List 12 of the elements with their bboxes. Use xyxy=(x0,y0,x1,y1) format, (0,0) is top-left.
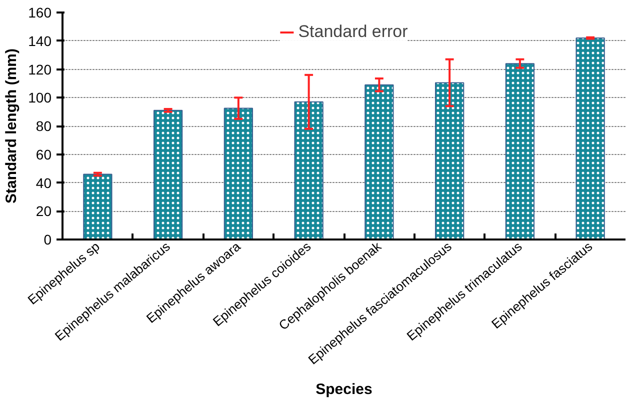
y-tick-label: 80 xyxy=(36,118,52,134)
y-tick-label: 160 xyxy=(28,4,52,20)
x-axis-title: Species xyxy=(316,381,372,398)
y-tick-label: 20 xyxy=(36,203,52,220)
y-axis-title: Standard length (mm) xyxy=(3,48,20,204)
y-tick-label: 0 xyxy=(44,232,52,248)
y-tick-label: 40 xyxy=(36,174,52,191)
y-tick-label: 100 xyxy=(28,90,52,106)
y-tick-label: 60 xyxy=(36,146,52,162)
y-tick-label: 140 xyxy=(28,32,52,49)
text: Standard error xyxy=(298,22,408,42)
y-tick-label: 120 xyxy=(28,61,52,78)
